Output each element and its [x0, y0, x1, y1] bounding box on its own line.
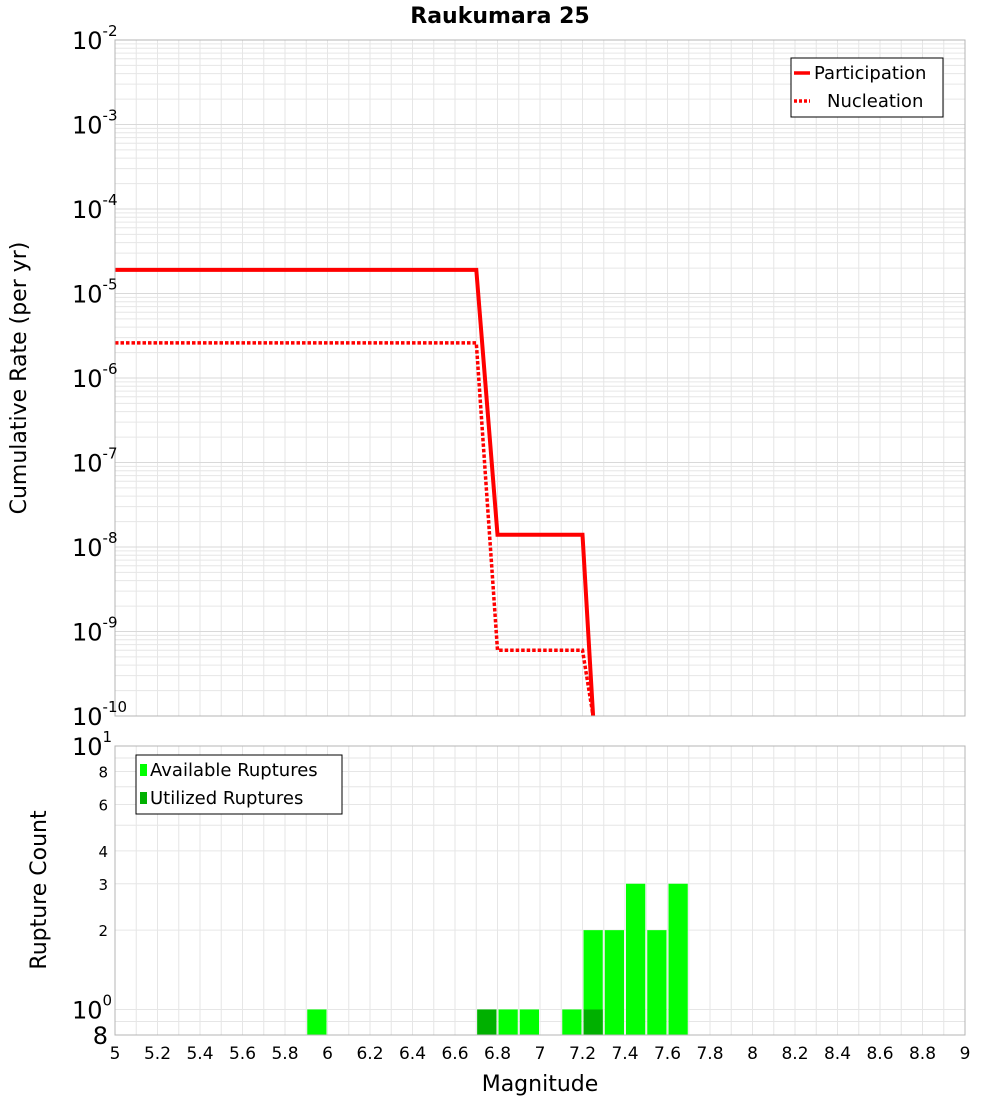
y-tick-base: 10 — [72, 27, 103, 55]
y-tick-exponent: -7 — [103, 445, 118, 463]
utilized-bar — [583, 1009, 603, 1035]
y-tick-label: 10-10 — [72, 698, 127, 731]
y-tick-exponent: -3 — [103, 107, 118, 125]
available-bar — [583, 930, 603, 1035]
rate-legend: Participation Nucleation — [790, 57, 944, 118]
y-tick-label: 4 — [98, 843, 108, 861]
participation-line — [115, 267, 596, 717]
nucleation-line — [115, 341, 595, 717]
y-tick-base: 10 — [72, 534, 103, 562]
y-tick-label: 6 — [98, 796, 108, 814]
x-tick-label: 5.8 — [271, 1044, 298, 1064]
x-tick-label: 8.8 — [909, 1044, 936, 1064]
x-tick-label: 7.8 — [696, 1044, 723, 1064]
y-tick-label: 3 — [98, 876, 108, 894]
y-tick-base: 10 — [72, 733, 103, 761]
x-tick-label: 6 — [322, 1044, 333, 1064]
count-y-axis-label: Rupture Count — [27, 810, 52, 970]
x-axis-label: Magnitude — [482, 1072, 599, 1097]
y-tick-exponent: 1 — [103, 728, 113, 746]
x-tick-label: 7.6 — [654, 1044, 681, 1064]
available-bar — [562, 1009, 582, 1035]
available-bar — [519, 1009, 539, 1035]
legend-swatch — [140, 764, 147, 776]
available-bar — [604, 930, 624, 1035]
y-tick-exponent: -5 — [103, 276, 118, 294]
available-bar — [307, 1009, 327, 1035]
y-tick-label: 10-7 — [72, 445, 118, 478]
y-tick-label: 10-4 — [72, 191, 118, 224]
x-tick-label: 5.6 — [229, 1044, 256, 1064]
y-tick-label: 10-6 — [72, 360, 118, 393]
legend-swatch — [140, 792, 147, 804]
y-tick-base: 10 — [72, 112, 103, 140]
count-bars — [307, 883, 688, 1035]
y-tick-label: 2 — [98, 922, 108, 940]
available-bar — [498, 1009, 518, 1035]
x-tick-label: 6.2 — [356, 1044, 383, 1064]
legend-label: Available Ruptures — [150, 760, 318, 781]
x-tick-label: 5.4 — [186, 1044, 213, 1064]
y-tick-exponent: -4 — [103, 191, 118, 209]
x-tick-label: 8.4 — [824, 1044, 851, 1064]
legend-box — [135, 754, 343, 815]
x-tick-label: 8 — [747, 1044, 758, 1064]
y-tick-label: 101 — [72, 728, 112, 761]
y-tick-label: 10-5 — [72, 276, 118, 309]
y-tick-base: 10 — [72, 281, 103, 309]
y-tick-label: 10-3 — [72, 107, 118, 140]
y-tick-base: 10 — [72, 365, 103, 393]
y-tick-base: 10 — [72, 196, 103, 224]
x-tick-label: 9 — [960, 1044, 971, 1064]
x-tick-label: 7.4 — [611, 1044, 638, 1064]
utilized-bar — [477, 1009, 497, 1035]
y-tick-label: 8 — [98, 764, 108, 782]
rate-y-axis-label: Cumulative Rate (per yr) — [7, 242, 32, 515]
y-tick-label: 10-2 — [72, 22, 118, 55]
y-tick-label: 8 — [93, 1022, 108, 1050]
x-tick-label: 7 — [535, 1044, 546, 1064]
y-tick-exponent: -6 — [103, 360, 118, 378]
x-tick-label: 6.6 — [441, 1044, 468, 1064]
legend-label: Participation — [814, 63, 926, 84]
count-plot-frame — [114, 745, 966, 1036]
y-tick-label: 10-9 — [72, 614, 118, 647]
x-tick-label: 5.2 — [144, 1044, 171, 1064]
magnitude-x-ticks: 5 5.2 5.4 5.6 5.8 6 6.2 6.4 6.6 6.8 7 7.2 7.4 7.6 7.8 8… — [110, 1044, 971, 1064]
rate-plot-frame — [114, 39, 966, 717]
available-bar — [647, 930, 667, 1035]
y-tick-base: 10 — [72, 619, 103, 647]
y-tick-base: 10 — [72, 996, 103, 1024]
x-tick-label: 7.2 — [569, 1044, 596, 1064]
available-bar — [626, 883, 646, 1035]
count-legend: Available Ruptures Utilized Ruptures — [135, 754, 343, 815]
x-tick-label: 5 — [110, 1044, 121, 1064]
y-tick-exponent: 0 — [103, 991, 113, 1009]
available-bar — [668, 883, 688, 1035]
y-tick-exponent: -10 — [103, 698, 128, 716]
rate-lines — [115, 267, 596, 717]
x-tick-label: 6.8 — [484, 1044, 511, 1064]
legend-label: Utilized Ruptures — [150, 788, 303, 809]
x-tick-label: 8.2 — [781, 1044, 808, 1064]
legend-box — [790, 57, 944, 118]
y-tick-base: 10 — [72, 450, 103, 478]
legend-label: Nucleation — [827, 91, 923, 112]
y-tick-base: 10 — [72, 703, 103, 731]
y-tick-exponent: -8 — [103, 529, 118, 547]
y-tick-label: 100 — [72, 991, 112, 1024]
chart-title: Raukumara 25 — [410, 4, 589, 29]
x-tick-label: 6.4 — [399, 1044, 426, 1064]
x-tick-label: 8.6 — [866, 1044, 893, 1064]
rate-grid — [114, 40, 966, 717]
y-tick-exponent: -9 — [103, 614, 118, 632]
y-tick-exponent: -2 — [103, 22, 118, 40]
y-tick-label: 10-8 — [72, 529, 118, 562]
